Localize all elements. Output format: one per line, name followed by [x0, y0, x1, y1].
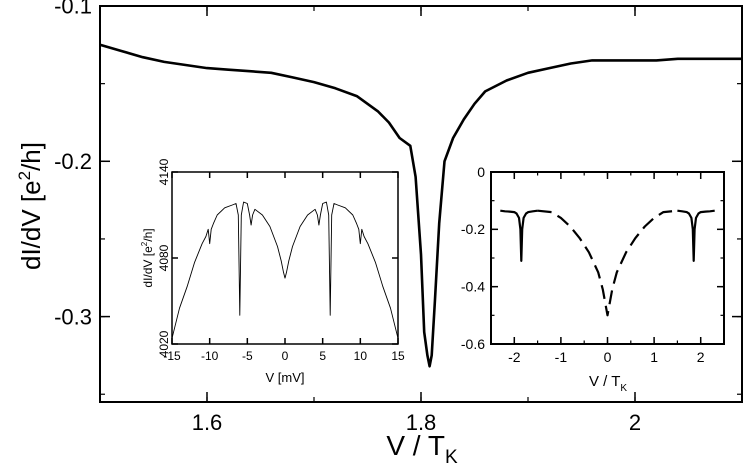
inset-left-x-tick-label: -5: [242, 349, 253, 363]
inset-right-x-axis-label: V / TK: [589, 373, 627, 394]
inset-left-x-tick-label: 10: [354, 349, 368, 363]
inset-right-y-tick-label: -0.2: [461, 221, 485, 237]
inset-right-x-tick-label: -1: [555, 349, 568, 365]
main-series-dI/dV: [100, 43, 742, 368]
inset-left-y-tick-label: 4020: [157, 330, 171, 357]
inset-left-x-tick-label: -15: [163, 349, 181, 363]
inset-left-x-tick-label: -10: [201, 349, 219, 363]
inset-left-chart: -15 -10 -5 0 5 10 15 4020 4080 4140 V [mV] dI/dV …: [140, 158, 405, 385]
main-y-tick-label: -0.3: [54, 304, 92, 329]
main-y-tick-label: -0.2: [54, 149, 92, 174]
inset-right-chart: -2 -1 0 1 2 0 -0.2 -0.4 -0.6 V / TK: [461, 164, 725, 394]
main-y-axis-label: dI/dV [e2/h]: [15, 142, 46, 270]
inset-left-x-axis-label: V [mV]: [265, 370, 304, 385]
inset-right-x-tick-label: -2: [508, 349, 521, 365]
inset-left-y-tick-label: 4140: [157, 158, 171, 185]
inset-left-x-tick-label: 15: [391, 349, 405, 363]
main-x-tick-label: 1.6: [192, 410, 223, 435]
inset-right-plot-frame: [490, 171, 725, 345]
inset-right-y-tick-label: -0.6: [461, 336, 485, 352]
inset-right-x-tick-label: 0: [604, 349, 612, 365]
inset-left-x-tick-label: 0: [282, 349, 289, 363]
main-y-tick-label: -0.1: [54, 0, 92, 19]
inset-right-x-tick-label: 2: [697, 349, 705, 365]
main-plot-frame: [99, 5, 743, 403]
inset-right-y-tick-label: 0: [477, 164, 485, 180]
main-x-tick-label: 2: [629, 410, 641, 435]
main-chart: 1.6 1.8 2 -0.1 -0.2 -0.3 V / TK dI/dV [e2/h]: [15, 0, 743, 468]
inset-left-plot-frame: [171, 171, 399, 345]
inset-left-x-tick-label: 5: [319, 349, 326, 363]
inset-right-series-solid-left: [500, 209, 538, 262]
inset-right-series-dashed: [537, 209, 678, 317]
main-x-tick-label: 1.8: [406, 410, 437, 435]
inset-left-series-dI/dV: [172, 201, 398, 339]
inset-right-y-tick-label: -0.4: [461, 279, 485, 295]
inset-right-background: [491, 172, 724, 344]
inset-right-series-solid-right: [677, 209, 715, 262]
inset-right-x-tick-label: 1: [650, 349, 658, 365]
inset-left-y-axis-label: dI/dV [e2/h]: [140, 228, 155, 287]
inset-left-y-tick-label: 4080: [157, 244, 171, 271]
inset-left-background: [172, 172, 398, 344]
main-x-axis-label: V / TK: [386, 430, 458, 468]
